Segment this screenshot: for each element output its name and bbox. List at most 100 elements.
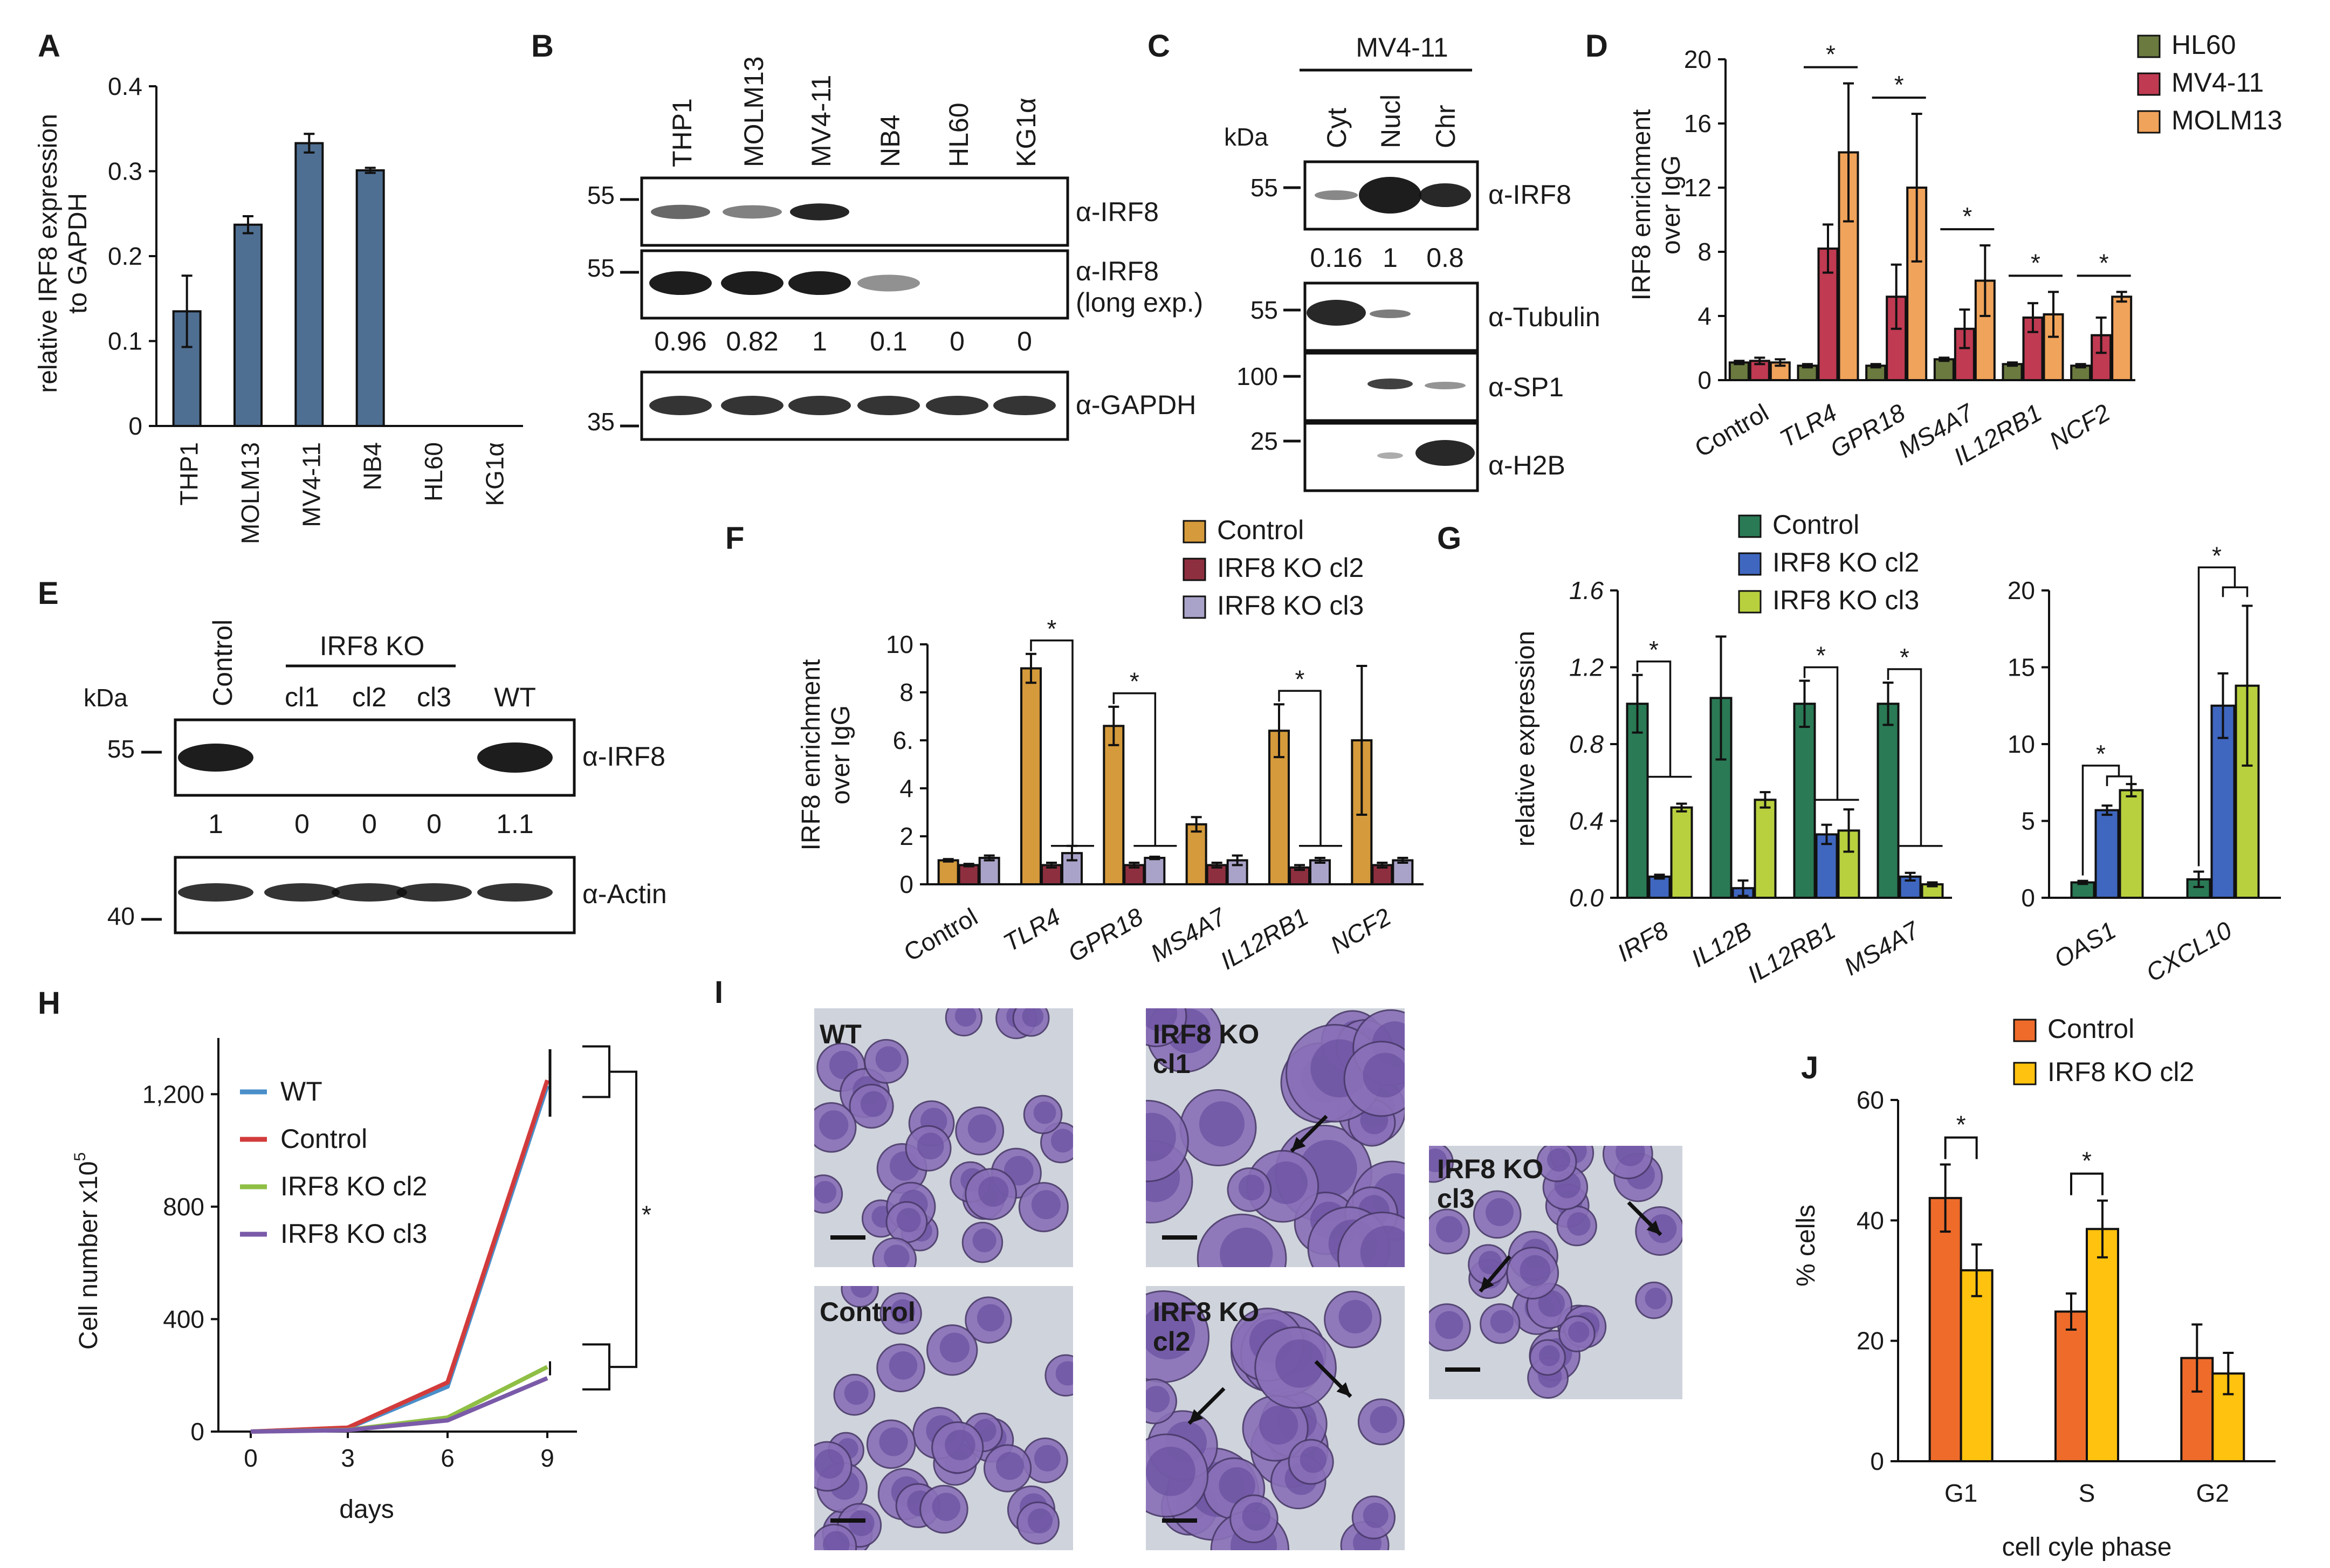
chart-g-legend-swatch [1738,514,1762,538]
blot-b-quant-value: 1 [812,326,827,356]
chart-g-left-ytick-label: 0.8 [1569,730,1604,758]
blot-e-marker-40: 40 [107,902,135,930]
chart-a-ytick-label: 0.2 [108,242,142,270]
microCl2-nucleus [1242,1502,1271,1531]
blot-e-band-actin [396,883,472,902]
chart-a-ytick-label: 0.1 [108,327,142,355]
microCl3-nucleus [1436,1216,1463,1243]
blot-c-markers: 55 55 100 25 [1236,174,1301,455]
blot-c-band-sp1 [1367,379,1413,389]
microCl3-nucleus [1490,1310,1514,1333]
chart-f-significance-star: * [1130,668,1139,696]
chart-f-legend-label: IRF8 KO cl3 [1217,590,1364,621]
blot-e-quant-value: 0 [362,809,377,839]
microCl1-cells [1146,1008,1405,1267]
chart-g-left-ytick-label: 1.6 [1569,576,1604,604]
chart-f-bar-IL12RB1-IRF8 KO cl3 [1309,859,1331,885]
microCl1-nucleus [1146,1008,1178,1031]
chart-h-bracket-top [582,1045,610,1098]
microCl3-nucleus [1538,1290,1565,1317]
micrograph-control [814,1286,1073,1550]
blot-e-label-irf8: α-IRF8 [582,741,665,772]
chart-g-legend-swatch [1738,590,1762,614]
blot-b-band-irf8 [723,205,782,219]
chart-a-bar-MV4-11-values [294,142,324,427]
blot-c-quantification: 0.16 1 0.8 [1310,243,1463,273]
chart-g-significance-bracket [1636,661,1672,777]
microCl2-nucleus [1275,1339,1324,1388]
microWT-nucleus [829,1050,858,1079]
chart-d-xtick-label: Control [1690,398,1773,463]
microCl1-nucleus [1238,1174,1264,1201]
chart-a-bar-NB4-values [355,169,385,427]
chart-g-right-xtick-label: OAS1 [2049,916,2120,973]
chart-f-bar-Control-Control [937,859,959,885]
chart-g-left-bar-IRF8-IRF8 KO cl2 [1648,875,1671,899]
microCl3-arrowhead [1646,1220,1661,1235]
chart-d-ytick-label: 20 [1684,45,1712,73]
chart-d-legend: HL60 MV4-11 MOLM13 [2137,30,2283,135]
microWT-nucleus [861,1091,887,1117]
chart-j-ytick-label: 20 [1857,1327,1884,1355]
chart-f-ytick-label: 8 [899,678,913,706]
chart-f-significance-star: * [1295,665,1305,693]
chart-g-left-xtick-label: MS4A7 [1839,916,1925,981]
chart-g-right-significance-bracket [2081,765,2120,876]
chart-g-left-bar-IRF8-Control [1626,703,1649,899]
blot-b-label-long-exp: (long exp.) [1076,287,1203,318]
chart-h-legend-label: WT [280,1076,322,1106]
microWT-nucleus [875,1046,902,1072]
blot-b-gapdh-frame [640,370,1069,441]
chart-d-ylabel-line2: over IgG [1657,155,1686,255]
blot-b-lane-label: NB4 [875,115,905,167]
blot-b-lane-label: THP1 [667,98,697,167]
chart-h-xtick-label: 6 [441,1444,455,1472]
chart-g-significance-star: * [1900,643,1909,671]
chart-h-significance-star: * [642,1201,651,1229]
chart-j-legend-label: IRF8 KO cl2 [2047,1057,2194,1087]
chart-h-bracket-join [609,1070,637,1368]
panel-letter-e: E [38,576,59,611]
chart-h-xtick-label: 0 [244,1444,258,1472]
blot-c-band-irf8 [1419,183,1471,207]
blot-b-lane-label: KG1α [1011,98,1041,167]
microCl3-nucleus [1567,1212,1591,1236]
blot-e: Control IRF8 KO kDa cl1 cl2 cl3 WT 55 40 α-… [84,620,667,934]
chart-f-xtick-label: NCF2 [1325,903,1396,959]
microWT-nucleus [883,1244,910,1267]
chart-d-ytick-label: 12 [1684,174,1712,202]
microWT-nucleus [967,1114,996,1143]
chart-g-left-ytick-label: 1.2 [1569,654,1604,682]
chart-f-bar-TLR4-Control [1020,667,1042,885]
chart-h-legend-label: IRF8 KO cl3 [280,1219,427,1249]
chart-f-xtick-label: TLR4 [999,903,1065,957]
micro-label-cl2-line2: cl2 [1153,1326,1191,1357]
micro-label-cl3-line1: IRF8 KO [1437,1154,1543,1184]
blot-b-quant-value: 0 [950,326,965,356]
chart-f-ytick-label: 10 [886,630,913,658]
blot-b-quant-value: 0 [1017,326,1032,356]
chart-h-ylabel: Cell number x105 [71,1152,103,1350]
chart-h-axis: 0 400 800 1,200 0 3 6 9 [142,1038,577,1472]
microCl2-arrowhead [1336,1382,1351,1397]
microWT-nucleus [814,1181,837,1203]
chart-f-bar-GPR18-IRF8 KO cl3 [1144,857,1166,886]
chart-g-left-bar-IL12B-IRF8 KO cl3 [1754,799,1777,899]
microCtrl-nucleus [1027,1508,1053,1533]
chart-d-xtick-label: NCF2 [2045,398,2115,455]
blot-e-band-actin [178,883,253,902]
blot-b-lane-label: MOLM13 [739,56,769,167]
chart-d-significance-star: * [2099,249,2109,277]
microCl3-nucleus [1478,1250,1502,1275]
microCl3-cells [1429,1146,1682,1399]
blot-e-band-actin [264,883,340,902]
blot-c-kda: kDa [1224,123,1268,151]
microCl1-nucleus [1360,1226,1405,1267]
blot-b-quantification: 0.96 0.82 1 0.1 0 0 [654,326,1032,356]
blot-b-label-gapdh: α-GAPDH [1076,390,1196,420]
blot-b-quant-value: 0.82 [726,326,778,356]
blot-e-quant-value: 1 [208,809,223,839]
blot-b-band-irf8-long [721,271,783,295]
microCl3-arrowhead [1480,1276,1494,1291]
chart-j-bar-S-IRF8 KO cl2 [2086,1228,2119,1462]
